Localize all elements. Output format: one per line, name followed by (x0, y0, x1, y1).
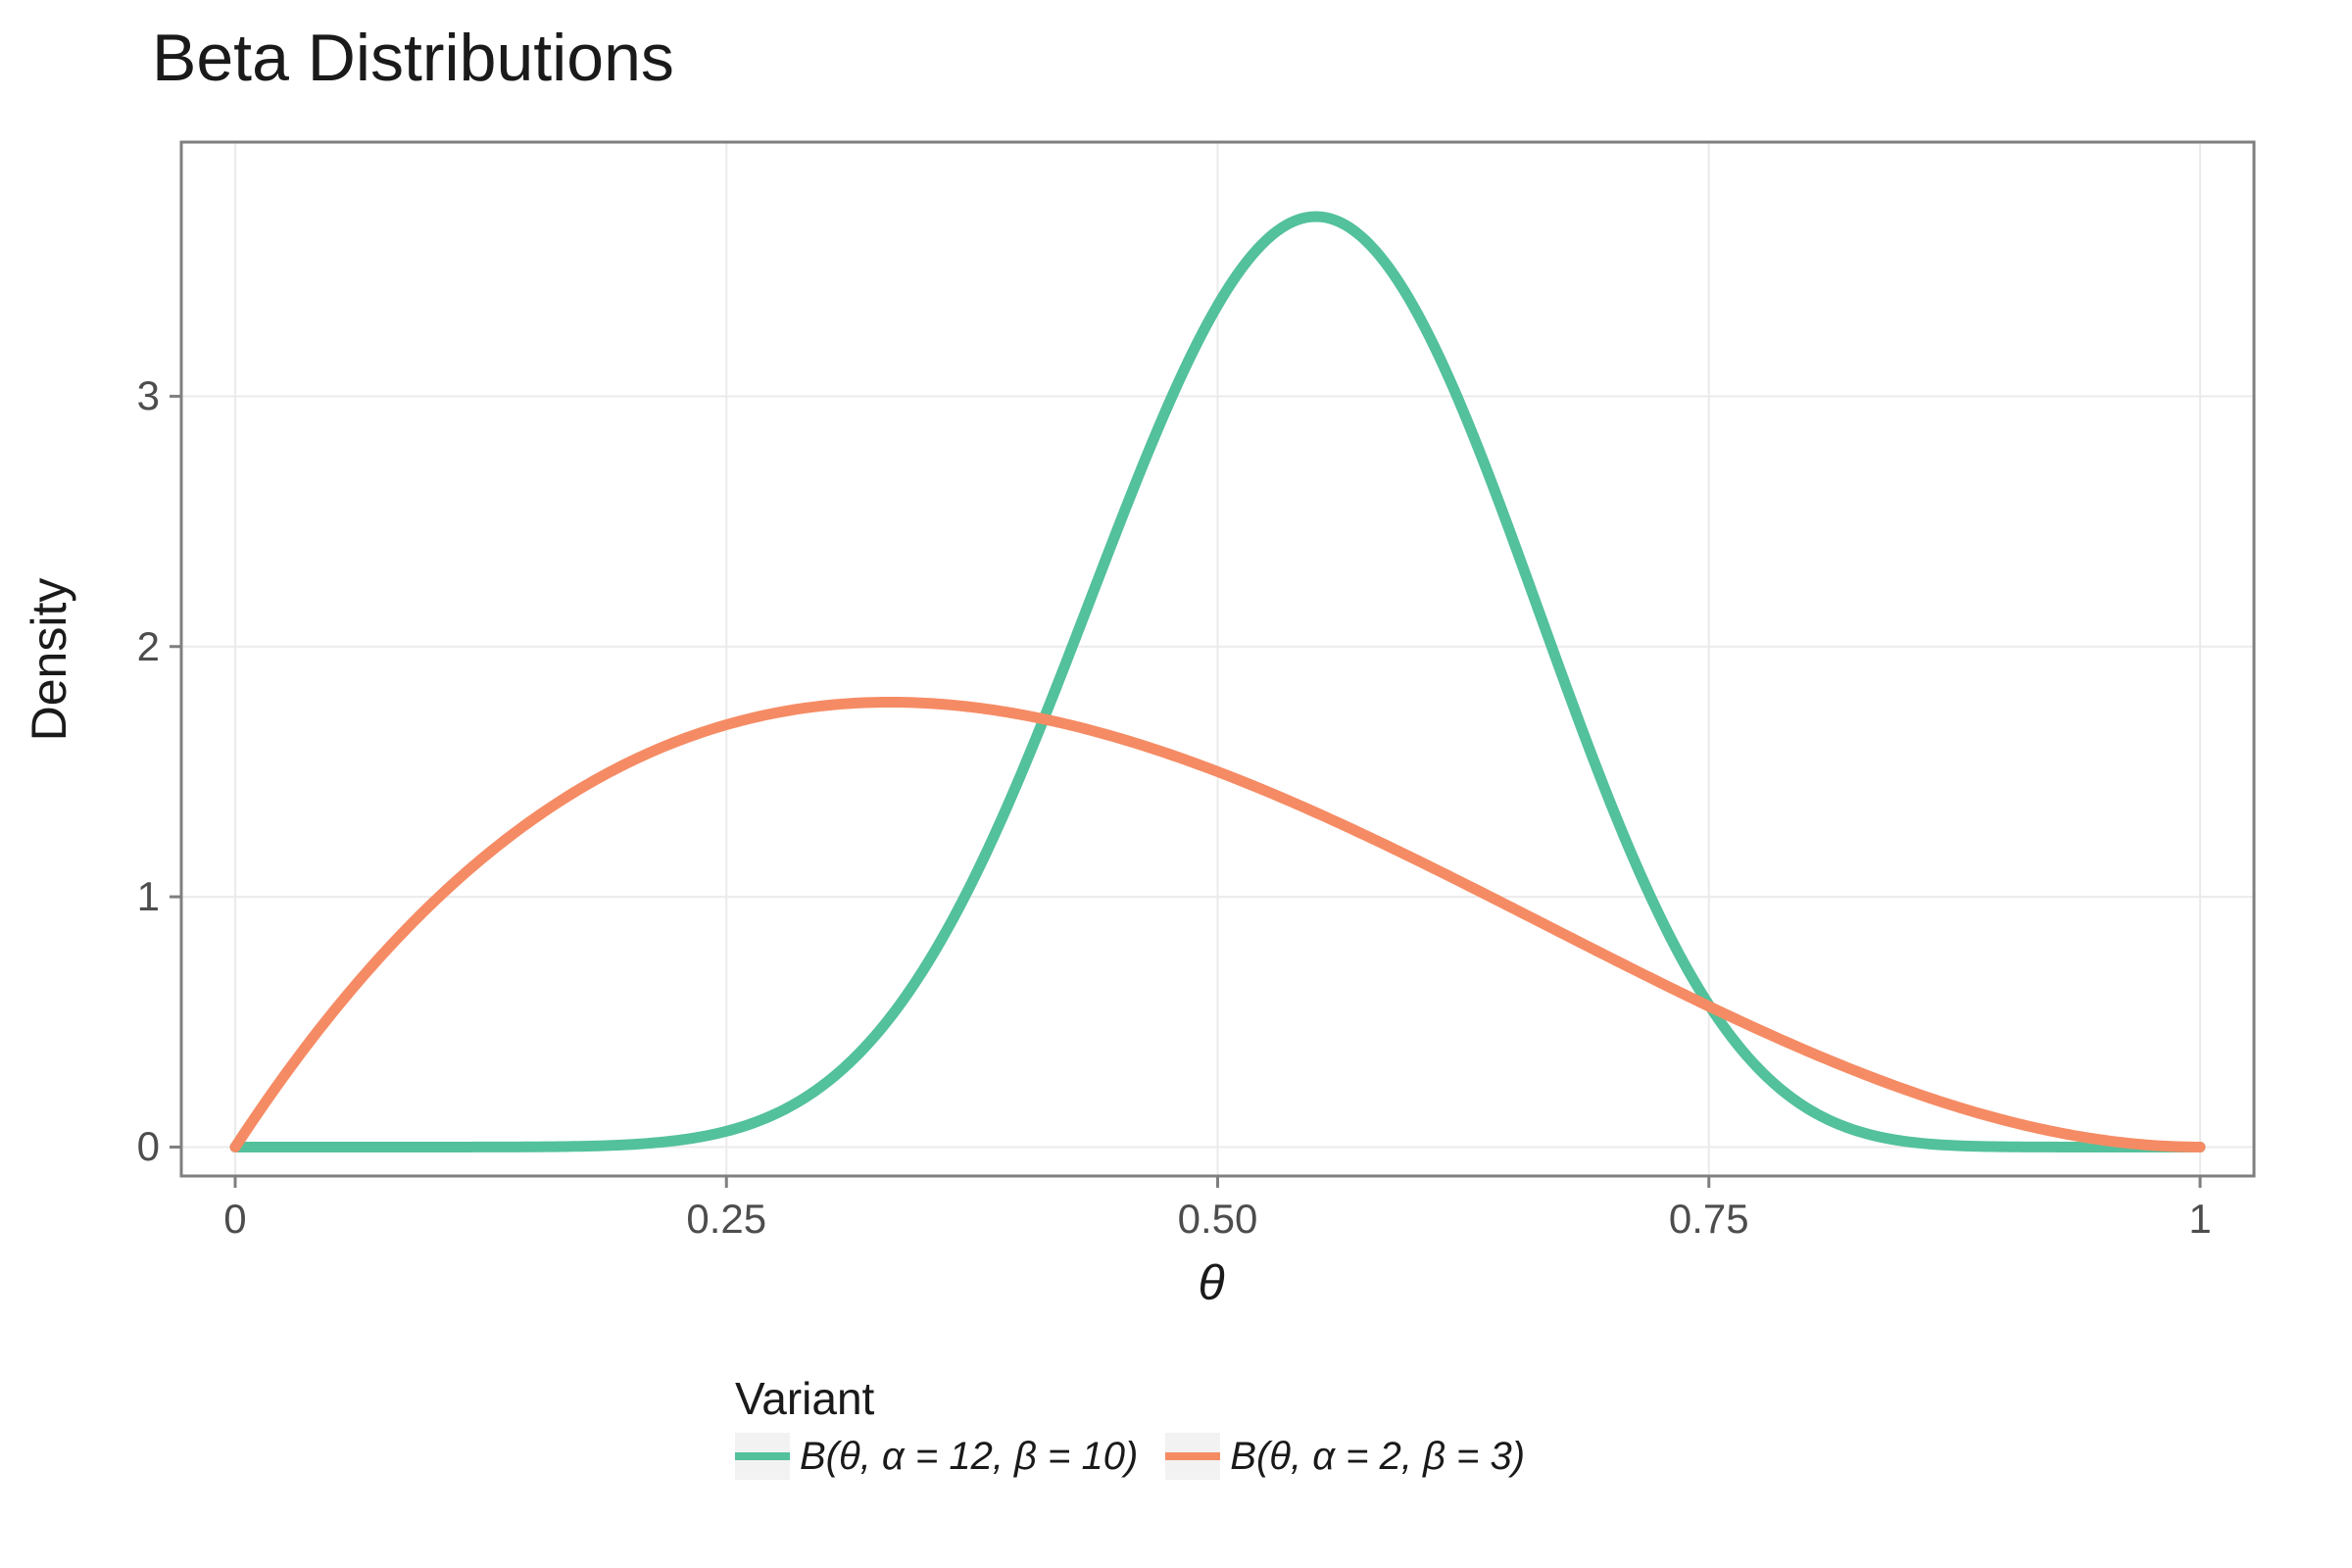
legend-item: B(θ, α = 12, β = 10) (735, 1433, 1138, 1480)
legend-title: Variant (735, 1372, 874, 1425)
legend-items: B(θ, α = 12, β = 10) B(θ, α = 2, β = 3) (735, 1433, 1525, 1480)
y-tick-label: 0 (121, 1123, 160, 1170)
x-axis-title: θ (1199, 1254, 1225, 1311)
y-axis-title: Density (21, 577, 77, 741)
y-tick-label: 2 (121, 623, 160, 670)
x-tick-label: 0.75 (1669, 1196, 1749, 1243)
legend-label: B(θ, α = 2, β = 3) (1230, 1435, 1525, 1479)
chart-container: { "chart": { "type": "line", "title": "B… (0, 0, 2352, 1568)
plot-panel (0, 0, 2352, 1568)
legend-key (735, 1433, 790, 1480)
legend-line-icon (1165, 1452, 1220, 1460)
legend: Variant B(θ, α = 12, β = 10) B(θ, α = 2, … (735, 1372, 1525, 1480)
y-tick-label: 1 (121, 873, 160, 920)
x-tick-label: 0.50 (1178, 1196, 1258, 1243)
y-tick-label: 3 (121, 372, 160, 419)
legend-label: B(θ, α = 12, β = 10) (800, 1435, 1138, 1479)
x-tick-label: 1 (2188, 1196, 2211, 1243)
legend-item: B(θ, α = 2, β = 3) (1165, 1433, 1525, 1480)
x-tick-label: 0 (223, 1196, 246, 1243)
legend-line-icon (735, 1452, 790, 1460)
x-tick-label: 0.25 (686, 1196, 766, 1243)
legend-key (1165, 1433, 1220, 1480)
